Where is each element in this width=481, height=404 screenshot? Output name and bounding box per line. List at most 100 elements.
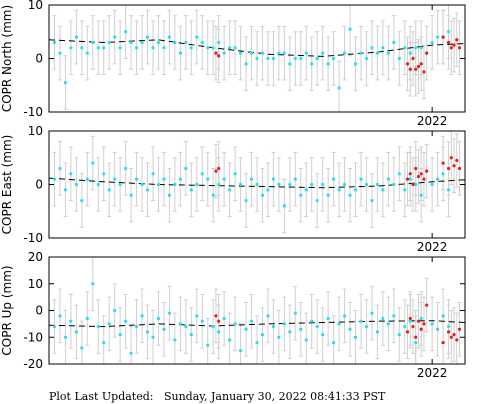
- data-point: [162, 327, 166, 331]
- data-point: [151, 335, 155, 339]
- data-point: [91, 161, 95, 165]
- data-point: [266, 314, 270, 318]
- data-point: [332, 56, 336, 61]
- recent-data-point: [422, 177, 426, 181]
- data-point: [370, 46, 374, 50]
- data-point: [304, 188, 308, 192]
- recent-data-point: [455, 158, 459, 163]
- data-point: [260, 51, 265, 55]
- data-point: [52, 324, 57, 329]
- recent-data-point: [419, 172, 423, 176]
- data-point: [408, 319, 412, 323]
- recent-data-point: [446, 40, 451, 45]
- data-point: [436, 35, 440, 39]
- data-point: [282, 51, 286, 55]
- y-tick-label: -10: [23, 330, 43, 344]
- data-point: [364, 182, 369, 187]
- y-tick-label: 0: [35, 304, 43, 318]
- data-point: [211, 193, 215, 197]
- data-point: [113, 177, 117, 181]
- data-point: [255, 56, 259, 61]
- data-point: [134, 177, 139, 181]
- recent-data-point: [457, 46, 462, 50]
- data-point: [348, 327, 352, 331]
- data-point: [178, 177, 182, 181]
- data-point: [217, 182, 221, 187]
- data-point: [238, 349, 243, 353]
- recent-data-point: [441, 161, 445, 165]
- recent-data-point: [425, 51, 429, 55]
- data-point: [337, 322, 341, 326]
- data-point: [414, 341, 418, 345]
- trend-line: [48, 39, 466, 57]
- data-point: [102, 172, 106, 176]
- data-point: [222, 316, 226, 321]
- recent-data-point: [449, 335, 453, 339]
- data-point: [85, 316, 89, 321]
- recent-data-point: [457, 327, 462, 331]
- recent-data-point: [214, 169, 218, 173]
- recent-data-point: [408, 67, 412, 71]
- data-point: [321, 332, 325, 337]
- data-point: [419, 316, 423, 321]
- data-point: [211, 324, 215, 329]
- data-point: [321, 51, 325, 55]
- y-axis-label: COPR North (mm): [0, 5, 14, 112]
- data-point: [342, 182, 347, 187]
- recent-data-point: [419, 62, 423, 66]
- data-point: [414, 182, 418, 187]
- data-point: [359, 319, 363, 323]
- recent-data-point: [452, 332, 456, 337]
- data-point: [91, 40, 95, 45]
- data-point: [397, 332, 401, 337]
- data-point: [58, 51, 62, 55]
- data-point: [386, 177, 390, 181]
- data-point: [315, 56, 319, 61]
- data-point: [332, 177, 336, 181]
- data-point: [288, 330, 292, 334]
- data-point: [403, 46, 407, 50]
- data-point: [321, 182, 325, 187]
- data-point: [414, 46, 418, 50]
- data-point: [184, 166, 188, 171]
- recent-data-point: [425, 169, 429, 173]
- data-point: [271, 177, 276, 181]
- data-point: [271, 56, 276, 61]
- data-point: [353, 335, 358, 339]
- data-point: [178, 322, 182, 326]
- data-point: [129, 351, 133, 355]
- y-tick-label: 0: [35, 52, 43, 66]
- data-point: [238, 182, 243, 187]
- data-point: [315, 324, 319, 329]
- data-point: [151, 46, 155, 50]
- data-point: [244, 62, 248, 66]
- data-point: [260, 332, 265, 337]
- x-tick-label: 2022: [417, 366, 448, 380]
- data-point: [134, 324, 139, 329]
- data-point: [446, 30, 451, 34]
- data-point: [80, 346, 84, 350]
- data-point: [381, 188, 385, 192]
- panel-2: -10 0 10 2022 COPR East (mm): [0, 124, 466, 254]
- data-point: [342, 314, 347, 318]
- data-point: [228, 46, 232, 50]
- data-point: [326, 316, 330, 321]
- data-point: [337, 86, 341, 90]
- data-point: [299, 193, 303, 197]
- data-point: [282, 322, 286, 326]
- recent-data-point: [422, 322, 426, 326]
- data-point: [370, 198, 374, 203]
- data-point: [392, 314, 396, 318]
- recent-data-point: [405, 330, 410, 334]
- panel-1: -10 0 10 2022 COPR North (mm): [0, 0, 466, 128]
- y-tick-label: -10: [23, 105, 43, 119]
- data-point: [249, 319, 254, 323]
- data-point: [118, 182, 122, 187]
- recent-data-point: [408, 172, 412, 176]
- data-point: [282, 204, 286, 208]
- data-point: [52, 40, 57, 45]
- data-point: [277, 51, 281, 55]
- data-point: [69, 319, 73, 323]
- recent-data-point: [446, 330, 451, 334]
- data-point: [342, 51, 347, 55]
